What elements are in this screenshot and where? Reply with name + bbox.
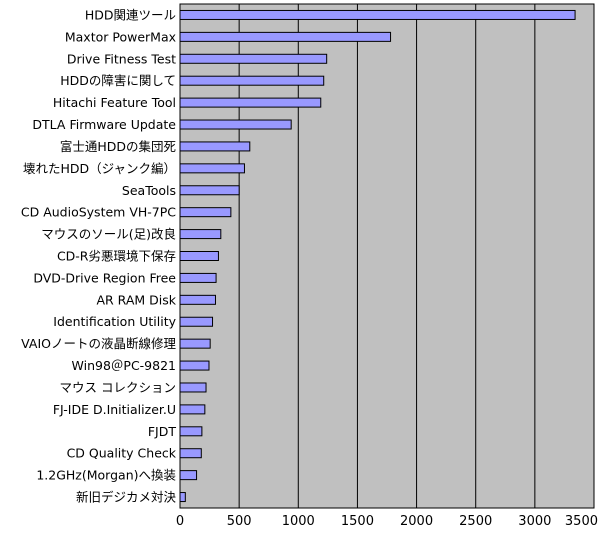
bar: [179, 492, 186, 503]
x-tick-label: 0: [176, 514, 184, 528]
bar: [179, 272, 217, 283]
category-label: VAIOノートの液晶断線修理: [21, 336, 176, 351]
category-label: DTLA Firmware Update: [32, 117, 176, 132]
bar: [179, 338, 211, 349]
x-tick-label: 1000: [282, 514, 315, 528]
bar: [179, 9, 576, 20]
bar: [179, 119, 292, 130]
bar: [179, 163, 245, 174]
category-label: Drive Fitness Test: [67, 51, 176, 66]
category-label: SeaTools: [122, 183, 176, 198]
category-label: Win98＠PC-9821: [72, 358, 176, 373]
x-tick-labels: 0 500 1000 1500 2000 2500 3000 3500: [176, 514, 598, 529]
category-label: マウスのソール(足)改良: [41, 227, 176, 242]
x-tick-label: 3500: [565, 514, 598, 528]
category-label: DVD-Drive Region Free: [33, 270, 176, 285]
category-label: HDD関連ツール: [85, 7, 176, 22]
plot-area: [179, 3, 595, 509]
category-labels: HDD関連ツール Maxtor PowerMax Drive Fitness Tes…: [21, 7, 177, 504]
category-label: 新旧デジカメ対決: [76, 490, 177, 505]
x-tick-label: 2500: [459, 514, 492, 528]
bar: [179, 360, 210, 371]
bars: [179, 9, 576, 503]
category-label: FJ-IDE D.Initializer.U: [53, 402, 176, 417]
category-label: CD-R劣悪環境下保存: [57, 249, 176, 264]
bar: [179, 141, 251, 152]
bar: [179, 185, 240, 196]
bar: [179, 75, 325, 86]
category-label: AR RAM Disk: [96, 292, 176, 307]
bar: [179, 426, 203, 437]
x-tick-label: 500: [227, 514, 252, 528]
category-label: 壊れたHDD（ジャンク編）: [23, 161, 176, 176]
gridlines: [238, 4, 536, 508]
bar: [179, 294, 216, 305]
x-tick-label: 2000: [400, 514, 433, 528]
category-label: Identification Utility: [53, 314, 176, 329]
category-label: HDDの障害に関して: [60, 73, 176, 88]
category-label: マウス コレクション: [60, 380, 176, 395]
bar: [179, 448, 202, 459]
category-label: 1.2GHz(Morgan)へ換装: [36, 468, 176, 483]
x-tick-label: 3000: [518, 514, 551, 528]
bar: [179, 97, 322, 108]
bar: [179, 207, 232, 218]
bar: [179, 229, 222, 240]
category-label: FJDT: [148, 424, 177, 439]
bar: [179, 31, 392, 42]
x-tick-label: 1500: [341, 514, 374, 528]
category-label: CD AudioSystem VH-7PC: [21, 205, 176, 220]
category-label: CD Quality Check: [67, 446, 177, 461]
bar: [179, 53, 328, 64]
category-label: 富士通HDDの集団死: [60, 139, 176, 154]
bar: [179, 316, 214, 327]
category-label: Maxtor PowerMax: [65, 29, 176, 44]
category-label: Hitachi Feature Tool: [53, 95, 176, 110]
bar: [179, 382, 207, 393]
bar: [179, 470, 198, 481]
bar: [179, 404, 206, 415]
bar: [179, 251, 219, 261]
